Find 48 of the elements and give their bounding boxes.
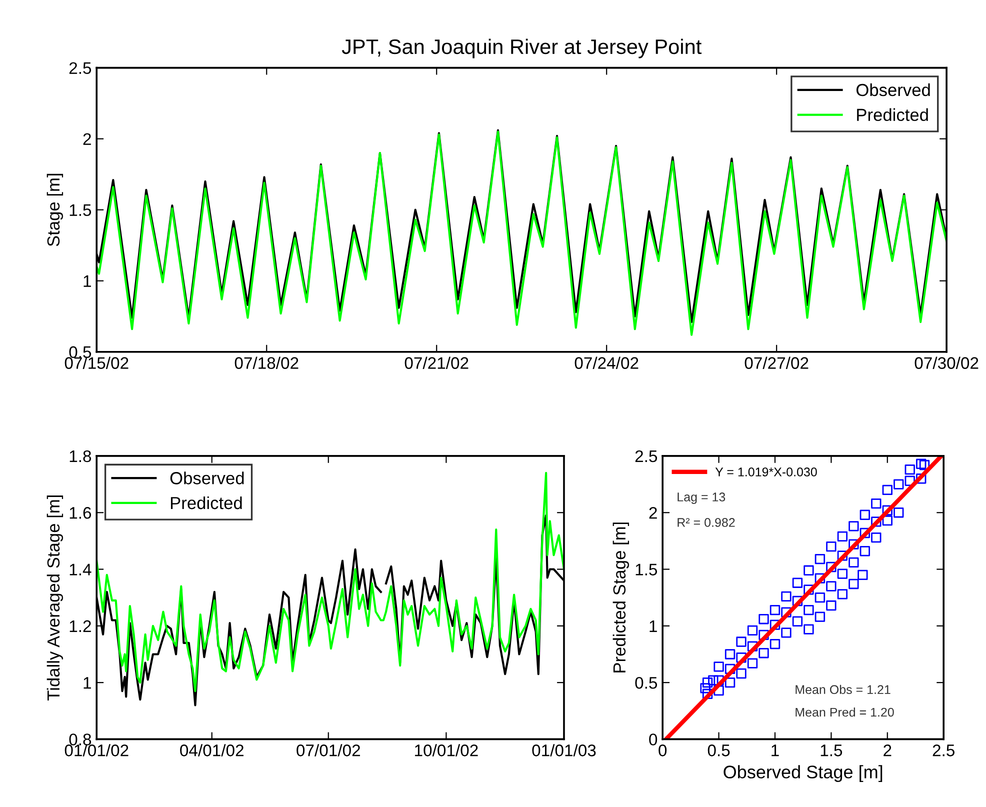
annotation: R² = 0.982	[678, 518, 735, 527]
y-tick-label: 1	[84, 677, 91, 689]
chart-title: JPT, San Joaquin River at Jersey Point	[342, 38, 702, 58]
y-tick-label: 2	[83, 133, 91, 145]
y-tick-label: 1.2	[70, 620, 91, 632]
y-tick-label: 1	[84, 275, 91, 287]
x-tick-label: 07/15/02	[64, 356, 128, 369]
x-tick-label: 07/30/02	[914, 356, 978, 369]
x-tick-label: 1	[772, 744, 779, 756]
x-tick-label: 2.5	[932, 744, 954, 756]
y-tick-label: 0.8	[69, 734, 92, 746]
legend-label: Observed	[856, 83, 930, 96]
x-tick-label: 07/18/02	[234, 356, 298, 369]
y-axis-title: Stage [m]	[46, 174, 64, 246]
y-tick-label: 1	[650, 620, 657, 632]
x-tick-label: 07/24/02	[574, 356, 638, 369]
x-tick-label: 01/01/03	[532, 744, 596, 756]
x-tick-label: 01/01/02	[64, 744, 128, 756]
y-tick-label: 1.5	[636, 564, 658, 576]
y-tick-label: 0.5	[69, 346, 92, 358]
x-tick-label: 0	[658, 744, 667, 756]
x-axis-title: Observed Stage [m]	[724, 765, 882, 782]
y-tick-label: 2	[649, 507, 657, 519]
y-axis-title: Predicted Stage [m]	[612, 522, 630, 672]
annotation: Mean Pred = 1.20	[796, 707, 894, 717]
y-tick-label: 2.5	[69, 62, 92, 74]
y-tick-label: 1.8	[70, 450, 92, 462]
y-tick-label: 1.6	[70, 507, 92, 519]
annotation: Lag = 13	[678, 492, 726, 504]
x-tick-label: 1.5	[820, 744, 842, 756]
x-tick-label: 07/21/02	[404, 356, 468, 369]
x-tick-label: 10/01/02	[415, 744, 478, 756]
x-tick-label: 07/01/02	[296, 744, 360, 756]
y-tick-label: 0.5	[635, 676, 658, 689]
y-tick-label: 2.5	[635, 450, 658, 462]
x-tick-label: 07/27/02	[744, 356, 808, 369]
annotation: Mean Obs = 1.21	[796, 684, 890, 694]
legend-label: Y = 1.019*X-0.030	[715, 468, 817, 476]
x-tick-label: 04/01/02	[180, 744, 244, 756]
x-tick-label: 0.5	[708, 744, 730, 756]
legend-label: Predicted	[170, 496, 242, 510]
y-tick-label: 1.4	[70, 564, 92, 576]
legend-label: Predicted	[857, 108, 928, 122]
x-tick-label: 2	[884, 744, 892, 756]
y-axis-title: Tidally Averaged Stage [m]	[46, 496, 64, 700]
legend-label: Observed	[170, 472, 244, 484]
y-tick-label: 1.5	[70, 204, 92, 216]
y-tick-label: 0	[649, 734, 658, 746]
